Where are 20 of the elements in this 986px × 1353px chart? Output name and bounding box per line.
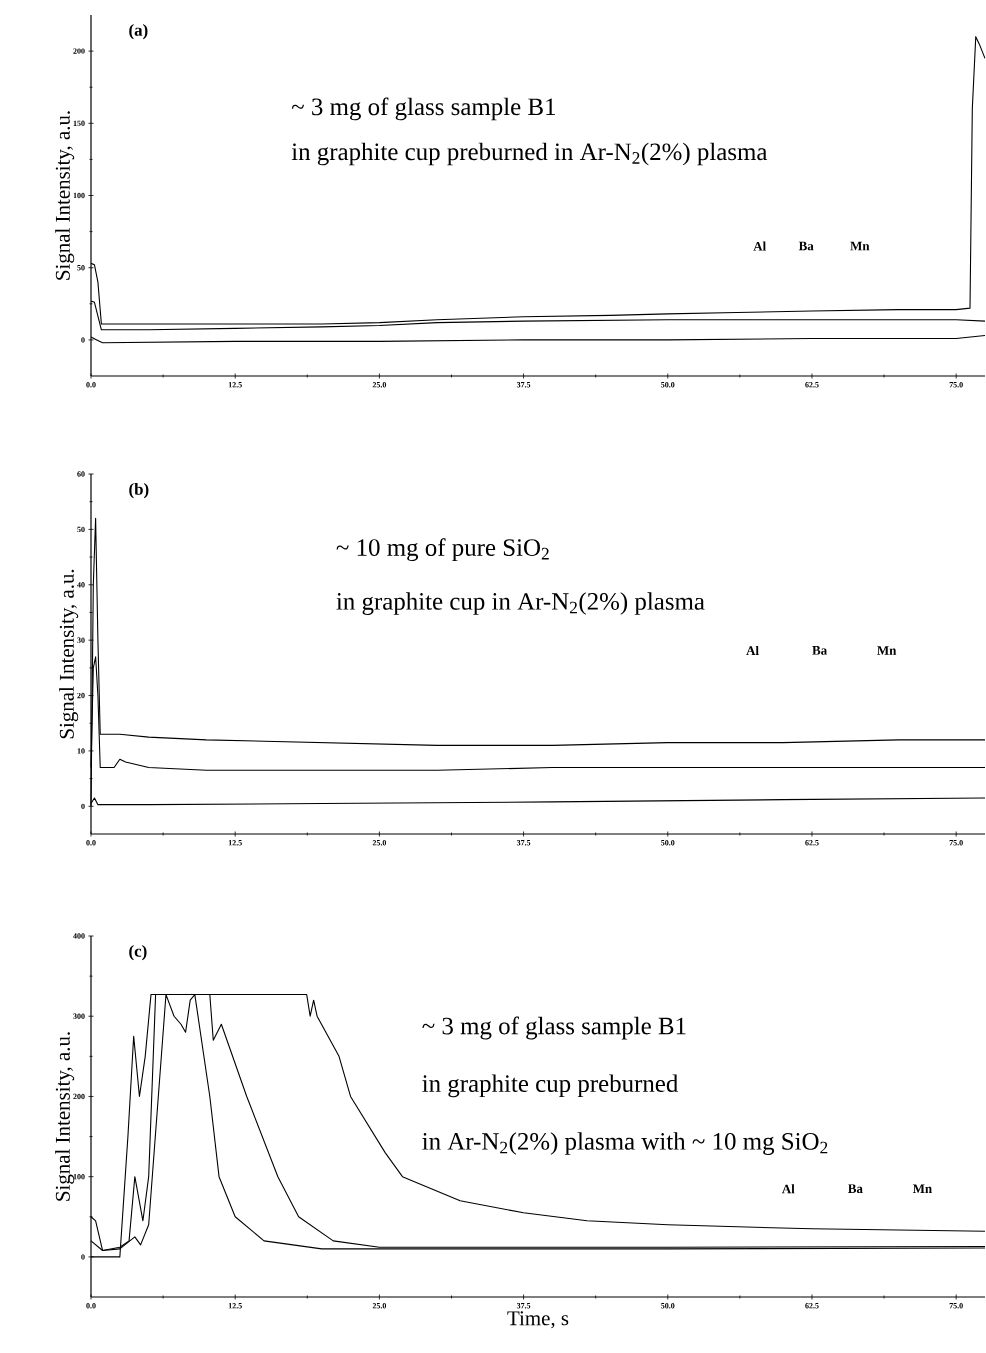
annotation: ~ 10 mg of pure SiO$_{2}$ [336, 538, 549, 562]
annotation: Ba [812, 646, 828, 655]
annotation: Mn [913, 1184, 933, 1193]
annotation: in Ar-N$_{2}$(2%) plasma with ~ 10 mg SiO$_{2}$ [422, 1132, 828, 1155]
annotation: Mn [850, 241, 870, 251]
x-axis-title: Time, s [507, 1311, 569, 1329]
annotation: in graphite cup preburned in Ar-N$_{2}$(2%) plasma [291, 142, 768, 166]
chart-title: (b) [129, 482, 149, 499]
annotation: ~ 3 mg of glass sample B1 [422, 1016, 686, 1040]
annotation: Ba [799, 241, 814, 251]
annotation: Ba [848, 1184, 863, 1194]
annotation: ~ 3 mg of glass sample B1 [292, 97, 556, 121]
annotation: Al [746, 645, 760, 655]
chart-title: (a) [129, 23, 148, 40]
annotation: Mn [877, 646, 897, 655]
annotation: in graphite cup in Ar-N$_{2}$(2%) plasma [336, 592, 705, 615]
annotation: Al [782, 1184, 795, 1194]
annotation: in graphite cup preburned [422, 1074, 679, 1098]
chart-title: (c) [129, 944, 147, 961]
annotation: Al [753, 241, 767, 251]
